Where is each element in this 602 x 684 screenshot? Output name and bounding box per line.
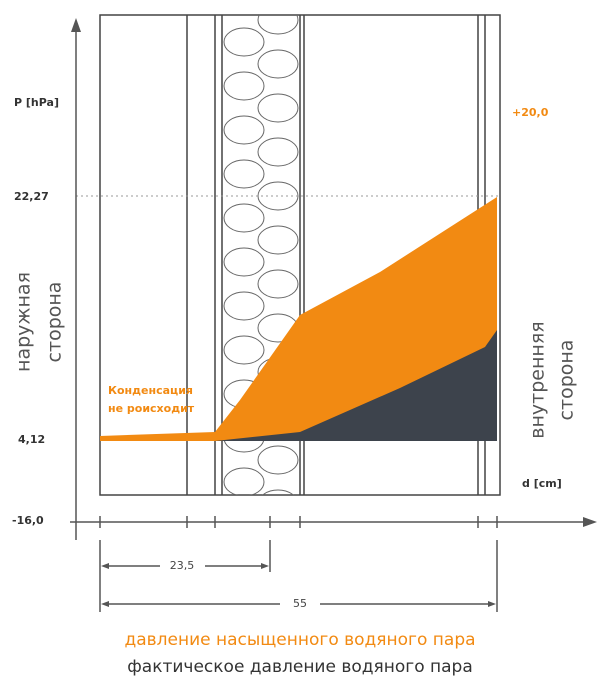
side-label: внутренняя: [527, 321, 549, 438]
actual-area: [215, 330, 497, 441]
side-label: сторона: [556, 340, 578, 421]
legend-item: фактическое давление водяного пара: [127, 657, 473, 677]
y-axis-label: P [hPa]: [14, 96, 59, 109]
dimension-arrows: [101, 563, 496, 607]
y-arrow: [71, 18, 81, 32]
note: не роисходит: [108, 402, 195, 415]
tick-label: 22,27: [14, 190, 49, 203]
dimension-label: 55: [293, 597, 307, 610]
legend-item: давление насыщенного водяного пара: [124, 630, 475, 650]
dimension-lines: [104, 565, 493, 605]
note: Конденсация: [108, 384, 193, 397]
saturation-area: [100, 197, 497, 441]
tick-label: -16,0: [12, 514, 44, 527]
inside-temperature: +20,0: [512, 106, 549, 119]
x-arrow: [583, 517, 597, 527]
x-axis-label: d [cm]: [522, 477, 562, 490]
side-label: сторона: [44, 282, 66, 363]
dimension-label: 23,5: [170, 559, 195, 572]
side-label: наружная: [13, 272, 35, 372]
tick-label: 4,12: [18, 433, 45, 446]
x-ticks: [99, 516, 498, 612]
